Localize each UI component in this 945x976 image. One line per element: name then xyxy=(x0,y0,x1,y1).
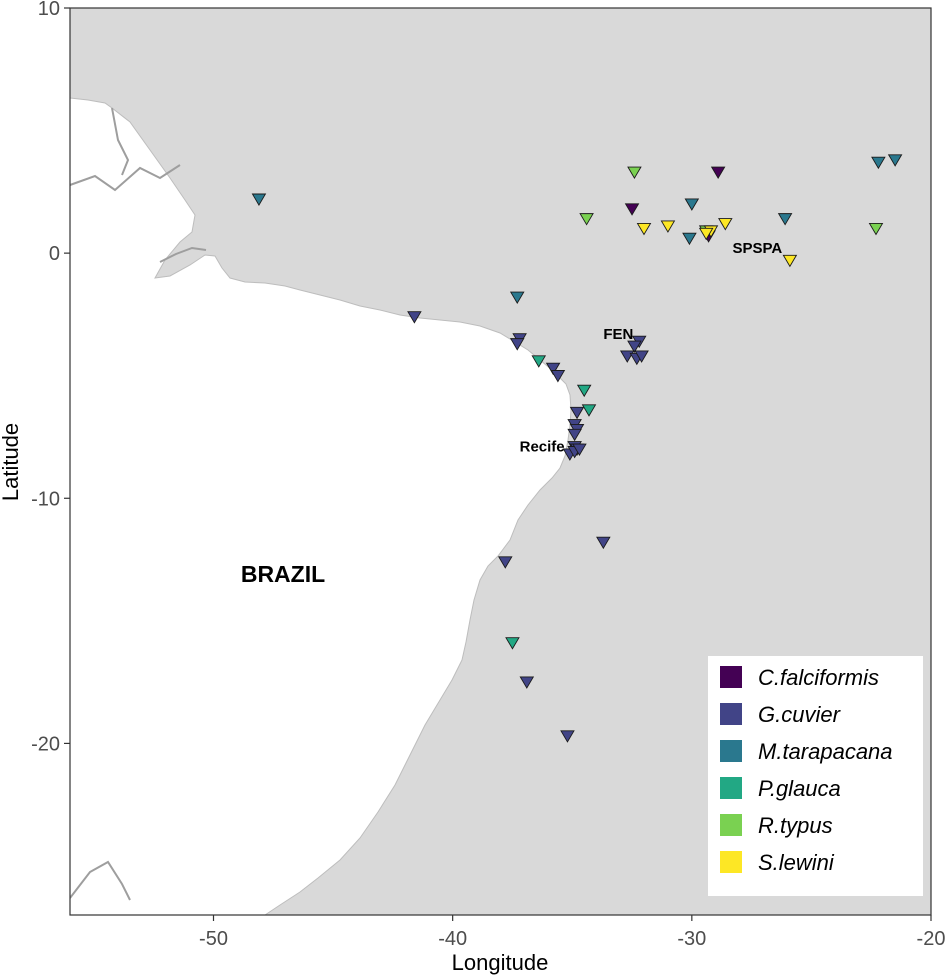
marker-m-tarapacana xyxy=(251,193,267,206)
panel-border xyxy=(69,7,932,916)
legend-label: P.glauca xyxy=(758,776,841,801)
place-label-spspa: SPSPA xyxy=(732,240,782,257)
marker-g-cuvier xyxy=(572,443,587,456)
legend-label: S.lewini xyxy=(758,850,835,875)
legend-swatch xyxy=(720,703,742,725)
marker-g-cuvier xyxy=(497,556,513,569)
legend: C.falciformis G.cuvier M.tarapacana P.glauc… xyxy=(708,656,923,896)
x-tick-label: -20 xyxy=(917,928,945,950)
y-tick-label: 0 xyxy=(49,243,60,265)
marker-s-lewini xyxy=(698,227,714,241)
marker-g-cuvier xyxy=(567,428,582,442)
marker-g-cuvier xyxy=(519,676,535,689)
legend-label: C.falciformis xyxy=(758,665,879,690)
shark-markers xyxy=(251,154,903,743)
marker-m-tarapacana xyxy=(684,198,700,211)
river-lines xyxy=(70,107,207,901)
legend-label: G.cuvier xyxy=(758,702,842,727)
x-tick-label: -40 xyxy=(438,928,467,950)
country-label-brazil: BRAZIL xyxy=(241,561,325,587)
marker-c-falciformis xyxy=(624,203,640,216)
marker-m-tarapacana xyxy=(887,154,903,167)
marker-g-cuvier xyxy=(545,362,561,376)
marker-p-glauca xyxy=(531,355,547,368)
place-label-fen: FEN xyxy=(603,326,633,343)
marker-r-typus xyxy=(868,222,884,236)
marker-s-lewini xyxy=(636,222,652,236)
y-tick-label: -20 xyxy=(31,733,60,755)
marker-g-cuvier xyxy=(407,311,422,324)
marker-m-tarapacana xyxy=(509,291,525,304)
marker-r-typus xyxy=(627,166,642,179)
marker-g-cuvier xyxy=(569,406,585,420)
marker-s-lewini xyxy=(718,218,733,231)
axis-ticks: -50 -40 -30 -20 -20 -10 0 10 xyxy=(31,0,945,950)
legend-box xyxy=(708,656,923,896)
marker-m-tarapacana xyxy=(777,213,793,226)
legend-swatch xyxy=(720,740,742,762)
marker-s-lewini xyxy=(660,220,676,233)
x-tick-label: -50 xyxy=(199,928,228,950)
y-tick-label: 10 xyxy=(38,0,60,20)
marker-m-tarapacana xyxy=(682,232,697,246)
marker-m-tarapacana xyxy=(871,156,886,170)
legend-swatch xyxy=(720,814,742,836)
x-axis-title: Longitude xyxy=(452,950,549,975)
marker-g-cuvier xyxy=(596,536,611,550)
legend-label: M.tarapacana xyxy=(758,739,893,764)
marker-s-lewini xyxy=(782,254,798,268)
legend-label: R.typus xyxy=(758,813,833,838)
marker-g-cuvier xyxy=(560,730,575,743)
legend-swatch xyxy=(720,777,742,799)
marker-p-glauca xyxy=(505,637,520,650)
marker-g-cuvier xyxy=(550,370,566,383)
legend-swatch xyxy=(720,851,742,873)
legend-swatch xyxy=(720,666,742,688)
marker-p-glauca xyxy=(576,384,592,398)
marker-g-cuvier xyxy=(627,340,642,354)
marker-p-glauca xyxy=(581,404,597,417)
marker-g-cuvier xyxy=(634,350,649,363)
marker-c-falciformis xyxy=(710,166,726,179)
place-labels: SPSPA FEN Recife xyxy=(520,240,783,456)
x-tick-label: -30 xyxy=(677,928,706,950)
marker-r-typus xyxy=(579,213,594,226)
y-tick-label: -10 xyxy=(31,488,60,510)
y-axis-title: Latitude xyxy=(0,423,23,501)
place-label-recife: Recife xyxy=(520,439,565,456)
marker-g-cuvier xyxy=(509,338,525,351)
